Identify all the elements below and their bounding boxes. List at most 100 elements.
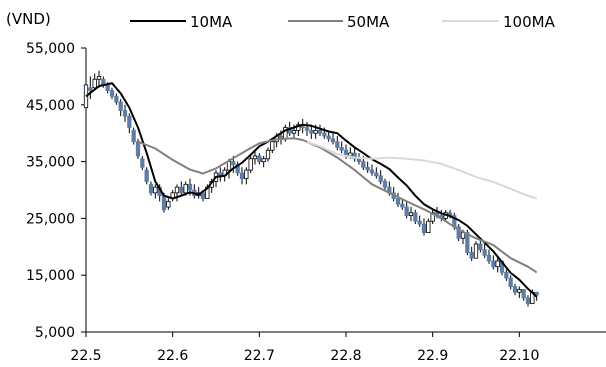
candle bbox=[118, 99, 123, 117]
candle bbox=[309, 124, 314, 139]
candle bbox=[378, 170, 383, 185]
legend-label-10ma: 10MA bbox=[190, 13, 233, 31]
candle-body-up bbox=[96, 76, 102, 80]
candle-body-down bbox=[352, 152, 357, 160]
candle bbox=[192, 184, 197, 199]
candle-body-down bbox=[109, 90, 115, 97]
candle-body-down bbox=[127, 115, 132, 128]
candle-body-down bbox=[365, 166, 370, 171]
x-tick-label: 22.6 bbox=[157, 348, 188, 364]
candle-body-up bbox=[517, 288, 522, 293]
candle bbox=[365, 161, 370, 173]
candle-body-down bbox=[105, 84, 110, 91]
candle-body-down bbox=[521, 288, 526, 299]
candle-body-down bbox=[417, 220, 422, 225]
candle-body-up bbox=[252, 155, 258, 160]
candle bbox=[248, 155, 253, 173]
candle bbox=[170, 190, 175, 202]
candle-body-down bbox=[512, 286, 518, 293]
candle-body-down bbox=[148, 183, 154, 194]
candle-body-up bbox=[174, 186, 180, 194]
legend-label-50ma: 50MA bbox=[347, 13, 390, 31]
candle bbox=[244, 167, 249, 185]
candle bbox=[252, 150, 258, 165]
candle bbox=[166, 198, 171, 210]
candle-body-down bbox=[395, 198, 401, 205]
moving-average-lines bbox=[85, 82, 538, 298]
candle-body-up bbox=[426, 220, 431, 234]
candle bbox=[174, 184, 180, 202]
x-tick-label: 22.5 bbox=[70, 348, 101, 364]
candle-body-down bbox=[131, 129, 136, 143]
candle-body-down bbox=[525, 297, 531, 305]
series-line-100ma bbox=[306, 140, 538, 200]
candle-body-down bbox=[421, 223, 427, 234]
candle-body-down bbox=[239, 172, 245, 180]
candle bbox=[261, 155, 266, 168]
candle bbox=[369, 164, 375, 176]
x-tick-label: 22.9 bbox=[417, 348, 448, 364]
candle-body-up bbox=[408, 212, 414, 216]
candle-body-down bbox=[361, 161, 366, 168]
candle-body-down bbox=[339, 146, 344, 151]
candle-body-down bbox=[400, 203, 405, 208]
candle-body-up bbox=[166, 200, 171, 208]
candle bbox=[114, 93, 119, 105]
y-tick-label: 15,000 bbox=[26, 268, 75, 284]
candle-body-up bbox=[261, 158, 266, 162]
candle bbox=[508, 275, 513, 290]
x-ticks: 22.5 22.6 22.7 22.8 22.9 22.10 bbox=[70, 332, 539, 364]
candle-body-up bbox=[153, 186, 158, 194]
candle-body-up bbox=[92, 78, 97, 89]
candle-body-up bbox=[270, 141, 275, 151]
candle-body-down bbox=[404, 206, 409, 216]
candle-body-down bbox=[469, 252, 474, 259]
candlesticks bbox=[83, 70, 539, 307]
y-tick-label: 25,000 bbox=[26, 211, 75, 227]
candle-body-down bbox=[413, 212, 418, 222]
candle bbox=[473, 241, 479, 259]
candle-body-down bbox=[482, 249, 487, 256]
candle-body-down bbox=[465, 232, 470, 253]
candle-body-down bbox=[161, 195, 167, 211]
candle bbox=[92, 73, 97, 91]
candle-body-down bbox=[122, 110, 128, 117]
candle-body-down bbox=[330, 138, 336, 143]
candle-body-down bbox=[534, 291, 539, 296]
candle-body-up bbox=[265, 149, 271, 160]
candle bbox=[482, 243, 487, 259]
candle bbox=[296, 121, 301, 137]
candle-body-up bbox=[248, 158, 253, 171]
candle bbox=[330, 133, 336, 145]
candle bbox=[512, 283, 518, 296]
candle-body-down bbox=[382, 181, 388, 188]
candle-body-down bbox=[456, 226, 461, 239]
candle bbox=[413, 209, 418, 225]
x-tick-label: 22.10 bbox=[499, 348, 539, 364]
candle bbox=[96, 70, 102, 88]
legend-label-100ma: 100MA bbox=[503, 13, 556, 31]
candle bbox=[426, 218, 431, 234]
candle-body-down bbox=[118, 101, 123, 111]
candle-body-down bbox=[257, 155, 262, 162]
y-tick-label: 35,000 bbox=[26, 155, 75, 171]
candle bbox=[421, 218, 427, 236]
candle bbox=[417, 215, 422, 227]
candle-body-down bbox=[356, 158, 362, 162]
x-tick-label: 22.8 bbox=[330, 348, 361, 364]
candle-body-down bbox=[369, 169, 375, 174]
candle-body-down bbox=[231, 161, 236, 165]
candle-body-down bbox=[179, 186, 184, 194]
candle bbox=[148, 181, 154, 196]
candle-body-up bbox=[473, 243, 479, 259]
candle bbox=[525, 295, 531, 307]
candle bbox=[179, 181, 184, 196]
candle bbox=[382, 178, 388, 190]
candle bbox=[486, 249, 492, 264]
candle bbox=[395, 192, 401, 208]
candle-body-down bbox=[135, 141, 141, 157]
candle-body-down bbox=[309, 129, 314, 134]
candle bbox=[122, 104, 128, 122]
candle bbox=[517, 286, 522, 298]
candle-body-down bbox=[304, 127, 310, 131]
